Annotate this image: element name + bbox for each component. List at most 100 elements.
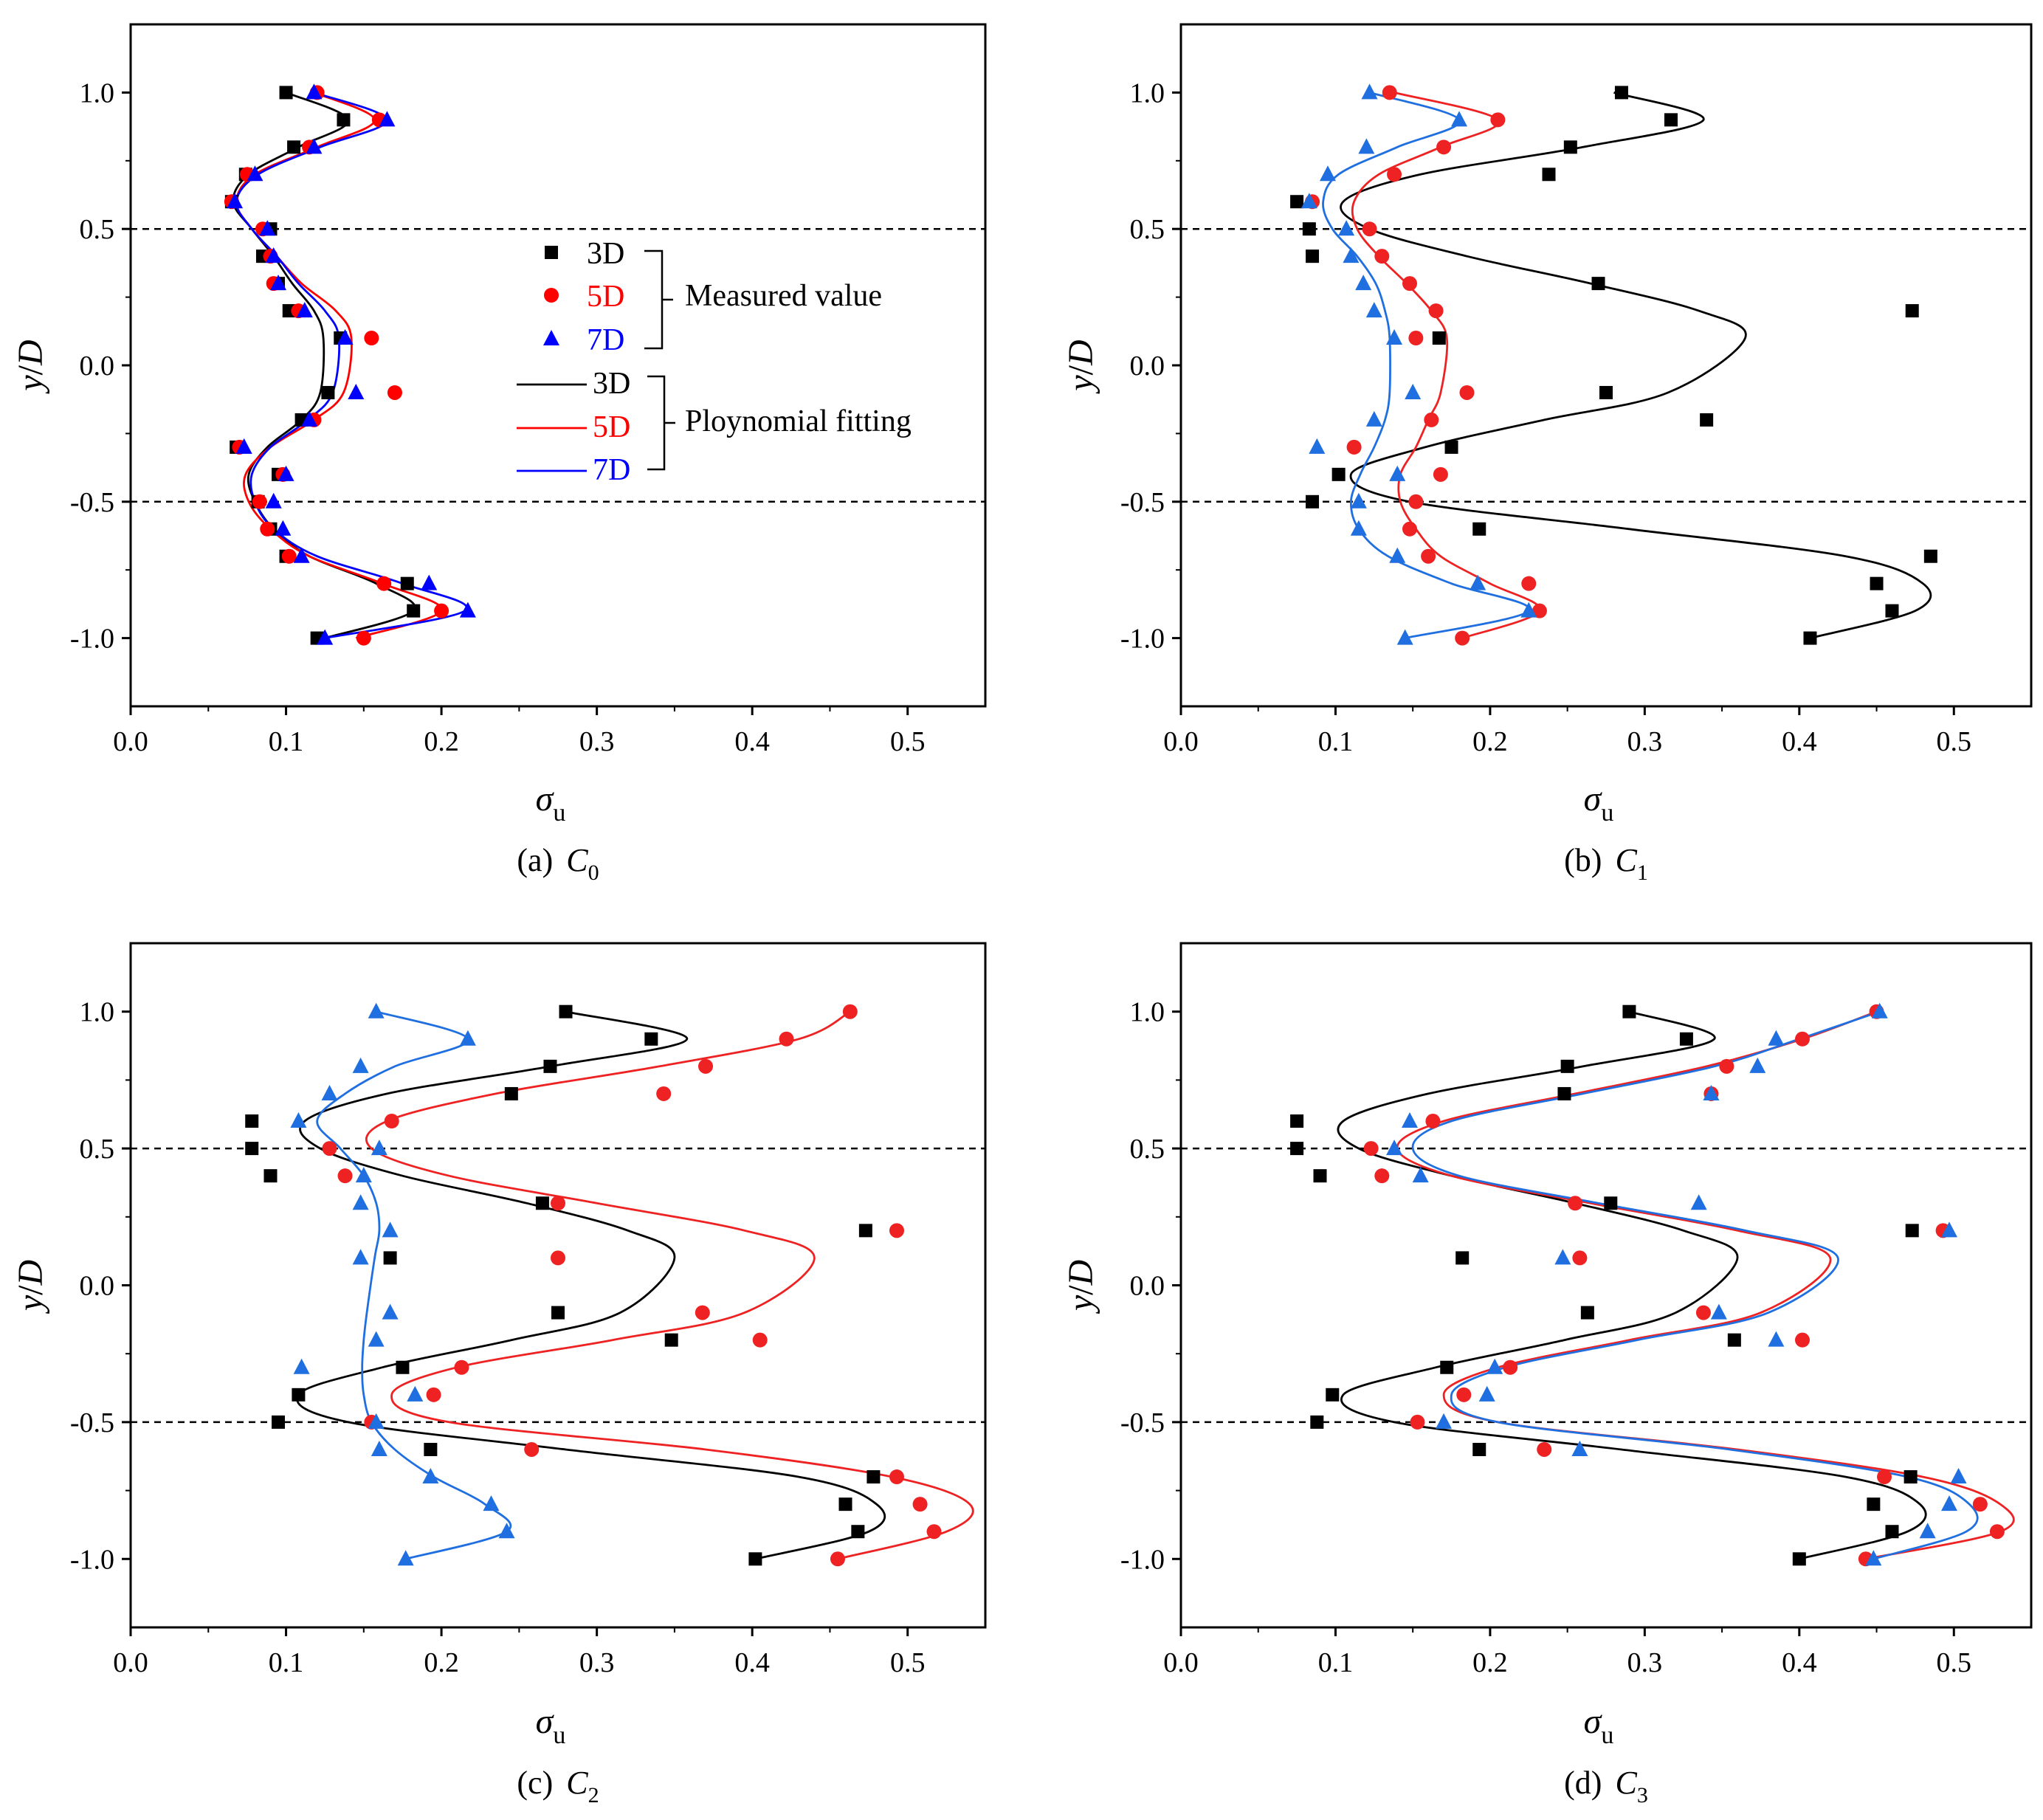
data-point-3D bbox=[396, 1360, 410, 1374]
data-point-7D bbox=[382, 1303, 399, 1320]
fit-curve-7D bbox=[1411, 1010, 1979, 1560]
data-point-5D bbox=[1410, 1414, 1425, 1430]
y-tick-label: 0.5 bbox=[80, 214, 115, 245]
data-point-7D bbox=[397, 1550, 414, 1566]
data-point-3D bbox=[1306, 494, 1320, 509]
data-point-3D bbox=[424, 1442, 438, 1456]
data-point-7D bbox=[1389, 465, 1406, 481]
legend-group-fitting: Ploynomial fitting bbox=[685, 404, 912, 438]
data-point-3D bbox=[279, 86, 293, 100]
x-tick-label: 0.3 bbox=[579, 726, 615, 757]
data-point-7D bbox=[498, 1523, 515, 1539]
data-point-3D bbox=[858, 1224, 872, 1238]
legend: 3D 5D 7D Measured value 3D 5D 7D Ploynomial fit… bbox=[517, 237, 912, 487]
data-point-3D bbox=[1580, 1306, 1594, 1320]
data-point-5D bbox=[1436, 139, 1452, 155]
data-point-3D bbox=[263, 1169, 278, 1183]
data-point-5D bbox=[252, 494, 267, 509]
data-point-7D bbox=[293, 547, 310, 563]
x-tick-label: 0.5 bbox=[890, 726, 926, 757]
data-point-3D bbox=[1700, 413, 1714, 427]
x-tick-label: 0.5 bbox=[890, 1647, 926, 1678]
data-point-3D bbox=[292, 1388, 306, 1402]
data-point-3D bbox=[407, 604, 421, 618]
data-point-7D bbox=[1871, 1002, 1888, 1018]
data-point-3D bbox=[535, 1196, 549, 1210]
data-point-5D bbox=[1382, 85, 1397, 100]
x-axis-title: σu bbox=[1584, 1702, 1614, 1749]
legend-marker-7D bbox=[543, 330, 559, 345]
x-axis-title: σu bbox=[536, 1702, 566, 1749]
y-tick-label: 0.5 bbox=[1130, 214, 1165, 245]
legend-marker-5D bbox=[544, 288, 559, 303]
axes-frame bbox=[129, 942, 987, 1629]
data-point-7D bbox=[1478, 1385, 1495, 1402]
data-point-7D bbox=[1405, 383, 1422, 399]
x-tick-label: 0.4 bbox=[734, 1647, 770, 1678]
data-point-7D bbox=[1768, 1030, 1785, 1046]
data-point-3D bbox=[1905, 304, 1919, 318]
data-point-3D bbox=[1923, 549, 1937, 563]
y-tick-label: 1.0 bbox=[1130, 77, 1165, 108]
data-point-7D bbox=[1412, 1167, 1429, 1183]
x-tick-label: 0.5 bbox=[1937, 726, 1972, 757]
data-point-7D bbox=[1343, 247, 1360, 263]
data-point-3D bbox=[1867, 1497, 1881, 1512]
data-point-5D bbox=[1568, 1196, 1583, 1211]
data-point-3D bbox=[245, 1114, 259, 1128]
data-point-5D bbox=[1362, 221, 1377, 237]
data-point-3D bbox=[1455, 1251, 1470, 1265]
data-point-5D bbox=[1424, 412, 1439, 427]
data-point-7D bbox=[259, 220, 276, 236]
fit-curve-7D bbox=[316, 1010, 512, 1560]
data-point-5D bbox=[1402, 521, 1417, 537]
y-axis-title: y/D bbox=[11, 339, 50, 394]
data-point-7D bbox=[1365, 410, 1382, 427]
data-point-3D bbox=[1622, 1004, 1636, 1018]
fit-curve-5D bbox=[365, 1010, 974, 1560]
data-point-3D bbox=[1306, 249, 1320, 263]
data-point-5D bbox=[1421, 548, 1436, 564]
x-tick-label: 0.3 bbox=[1627, 1647, 1663, 1678]
x-tick-label: 0.4 bbox=[1782, 1647, 1817, 1678]
data-point-7D bbox=[265, 247, 282, 263]
data-point-7D bbox=[1358, 138, 1375, 154]
data-point-5D bbox=[1408, 494, 1424, 509]
legend-label-fitting-5D: 5D bbox=[593, 410, 630, 444]
data-point-7D bbox=[1451, 111, 1468, 127]
y-tick-label: 0.5 bbox=[1130, 1134, 1165, 1165]
data-point-5D bbox=[1972, 1497, 1988, 1512]
x-tick-label: 0.1 bbox=[269, 726, 304, 757]
data-point-7D bbox=[1470, 574, 1486, 590]
data-point-7D bbox=[352, 1194, 369, 1210]
data-point-7D bbox=[275, 520, 292, 536]
data-point-7D bbox=[317, 629, 334, 645]
data-point-7D bbox=[382, 1221, 399, 1238]
y-tick-label: -1.0 bbox=[70, 1544, 114, 1575]
fit-curve-3D bbox=[232, 92, 416, 639]
fit-curve-5D bbox=[1396, 1010, 2015, 1560]
x-axis-title: σu bbox=[536, 779, 566, 827]
data-point-7D bbox=[1710, 1303, 1727, 1320]
data-point-7D bbox=[1386, 329, 1403, 345]
data-point-7D bbox=[1554, 1249, 1571, 1265]
data-point-3D bbox=[1542, 168, 1556, 182]
data-point-5D bbox=[1877, 1469, 1892, 1485]
data-point-7D bbox=[1338, 220, 1355, 236]
panel-caption: (c) C2 bbox=[517, 1765, 599, 1807]
data-point-5D bbox=[1795, 1332, 1811, 1348]
data-point-5D bbox=[926, 1524, 942, 1540]
data-point-7D bbox=[1749, 1057, 1766, 1073]
data-point-5D bbox=[387, 385, 402, 400]
data-point-7D bbox=[227, 193, 244, 209]
data-point-3D bbox=[1792, 1552, 1806, 1566]
data-point-3D bbox=[1591, 277, 1605, 291]
data-point-5D bbox=[889, 1469, 904, 1485]
data-point-3D bbox=[1614, 86, 1628, 100]
x-tick-label: 0.5 bbox=[1937, 1647, 1972, 1678]
data-point-5D bbox=[260, 521, 275, 537]
data-point-5D bbox=[434, 603, 449, 618]
y-tick-label: 0.0 bbox=[1130, 1271, 1165, 1302]
y-tick-label: -1.0 bbox=[70, 624, 114, 655]
